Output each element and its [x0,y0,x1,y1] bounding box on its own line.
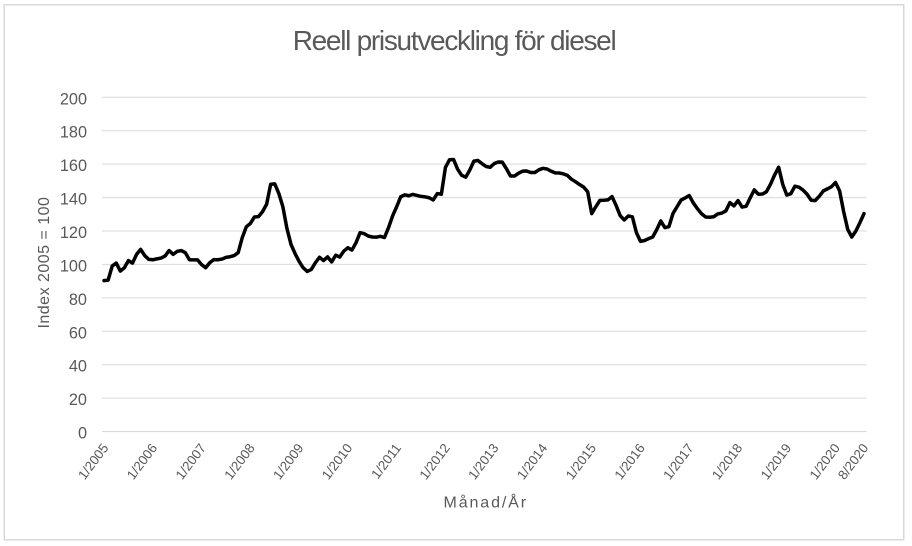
svg-text:80: 80 [69,291,87,309]
svg-text:Månad/År: Månad/År [444,492,527,511]
svg-text:0: 0 [78,425,87,443]
svg-text:180: 180 [60,124,87,142]
svg-text:140: 140 [60,191,87,209]
svg-text:60: 60 [69,324,87,342]
svg-text:40: 40 [69,358,87,376]
svg-text:100: 100 [60,257,87,275]
svg-text:200: 200 [60,90,87,108]
svg-text:Index 2005 = 100: Index 2005 = 100 [36,197,53,329]
svg-text:160: 160 [60,157,87,175]
svg-text:20: 20 [69,391,87,409]
svg-text:Reell prisutveckling för diese: Reell prisutveckling för diesel [293,25,617,56]
svg-text:120: 120 [60,224,87,242]
